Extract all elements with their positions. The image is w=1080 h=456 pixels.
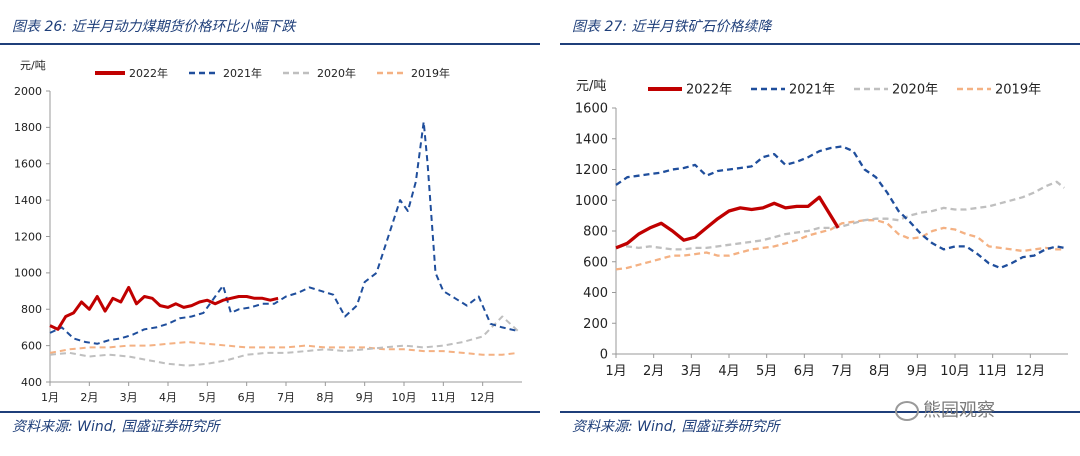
x-tick-label: 5月 bbox=[756, 364, 777, 379]
y-tick-label: 1200 bbox=[14, 230, 42, 243]
x-tick-label: 4月 bbox=[159, 391, 177, 404]
y-tick-label: 800 bbox=[583, 225, 608, 240]
x-tick-label: 3月 bbox=[120, 391, 138, 404]
source-rule bbox=[0, 411, 540, 413]
coal-futures-chart: 400 600 800 1000 1200 1400 1600 1800 2000 1月 2月 3月 4… bbox=[14, 59, 522, 404]
iron-ore-chart: 0 200 400 600 800 1000 1200 1400 1600 1月 2月 3月 4月 5月 6… bbox=[575, 79, 1068, 379]
watermark-text: 熊园观察 bbox=[923, 400, 995, 421]
title-rule bbox=[560, 43, 1080, 45]
y-tick-label: 800 bbox=[21, 303, 42, 316]
x-tick-label: 8月 bbox=[869, 364, 890, 379]
chart-panel-right: 图表 27: 近半月铁矿石价格续降 0 200 400 600 800 1000 1200 1… bbox=[560, 0, 1080, 456]
y-tick-label: 1000 bbox=[575, 194, 608, 209]
x-tick-label: 10月 bbox=[940, 364, 970, 379]
legend-label: 2022年 bbox=[686, 83, 732, 98]
y-axis-unit: 元/吨 bbox=[20, 59, 46, 72]
legend-label: 2022年 bbox=[129, 66, 168, 80]
x-tick-label: 12月 bbox=[1016, 364, 1046, 379]
x-tick-label: 9月 bbox=[356, 391, 374, 404]
legend-label: 2019年 bbox=[995, 83, 1041, 98]
x-tick-label: 9月 bbox=[907, 364, 928, 379]
y-tick-label: 1400 bbox=[14, 194, 42, 207]
x-tick-label: 6月 bbox=[238, 391, 256, 404]
x-tick-label: 7月 bbox=[277, 391, 295, 404]
x-tick-label: 10月 bbox=[392, 391, 417, 404]
chart-title: 图表 27: 近半月铁矿石价格续降 bbox=[572, 19, 772, 35]
y-axis-unit: 元/吨 bbox=[576, 79, 606, 94]
source-rule bbox=[560, 411, 1080, 413]
y-tick-label: 200 bbox=[583, 317, 608, 332]
watermark: 熊园观察 bbox=[895, 396, 995, 422]
y-tick-label: 600 bbox=[21, 339, 42, 352]
y-tick-label: 400 bbox=[583, 286, 608, 301]
x-tick-label: 1月 bbox=[41, 391, 59, 404]
x-tick-label: 2月 bbox=[643, 364, 664, 379]
wechat-icon bbox=[895, 401, 919, 421]
x-tick-label: 8月 bbox=[316, 391, 334, 404]
y-tick-label: 600 bbox=[583, 255, 608, 270]
x-tick-label: 4月 bbox=[718, 364, 739, 379]
y-tick-label: 1600 bbox=[575, 102, 608, 117]
legend-label: 2021年 bbox=[223, 66, 262, 80]
series-line-2019年 bbox=[615, 219, 1065, 271]
y-tick-label: 0 bbox=[600, 348, 608, 363]
x-tick-label: 1月 bbox=[605, 364, 626, 379]
legend-label: 2019年 bbox=[411, 66, 450, 80]
legend-label: 2021年 bbox=[789, 83, 835, 98]
x-tick-label: 6月 bbox=[794, 364, 815, 379]
y-tick-label: 2000 bbox=[14, 85, 42, 98]
x-tick-label: 11月 bbox=[978, 364, 1008, 379]
series-line-2019年 bbox=[49, 341, 519, 356]
y-tick-label: 1600 bbox=[14, 158, 42, 171]
y-tick-label: 1000 bbox=[14, 267, 42, 280]
x-tick-label: 2月 bbox=[80, 391, 98, 404]
x-tick-label: 11月 bbox=[431, 391, 456, 404]
x-tick-label: 3月 bbox=[681, 364, 702, 379]
y-tick-label: 400 bbox=[21, 376, 42, 389]
series-line-2021年 bbox=[49, 120, 519, 345]
series-line-2020年 bbox=[49, 315, 519, 367]
series-line-2022年 bbox=[615, 195, 840, 250]
series-line-2021年 bbox=[615, 145, 1065, 270]
legend-label: 2020年 bbox=[317, 66, 356, 80]
chart-title: 图表 26: 近半月动力煤期货价格环比小幅下跌 bbox=[12, 19, 296, 35]
x-tick-label: 12月 bbox=[470, 391, 495, 404]
x-tick-label: 5月 bbox=[198, 391, 216, 404]
chart-panel-left: 图表 26: 近半月动力煤期货价格环比小幅下跌 400 600 800 1000 120… bbox=[0, 19, 540, 435]
series-line-2022年 bbox=[49, 285, 279, 331]
y-tick-label: 1800 bbox=[14, 121, 42, 134]
y-tick-label: 1400 bbox=[575, 132, 608, 147]
source-note: 资料来源: Wind, 国盛证券研究所 bbox=[12, 419, 220, 435]
title-rule bbox=[0, 43, 540, 45]
legend-label: 2020年 bbox=[892, 83, 938, 98]
y-tick-label: 1200 bbox=[575, 163, 608, 178]
x-tick-label: 7月 bbox=[831, 364, 852, 379]
source-note: 资料来源: Wind, 国盛证券研究所 bbox=[572, 419, 780, 435]
series-line-2020年 bbox=[616, 180, 1065, 251]
